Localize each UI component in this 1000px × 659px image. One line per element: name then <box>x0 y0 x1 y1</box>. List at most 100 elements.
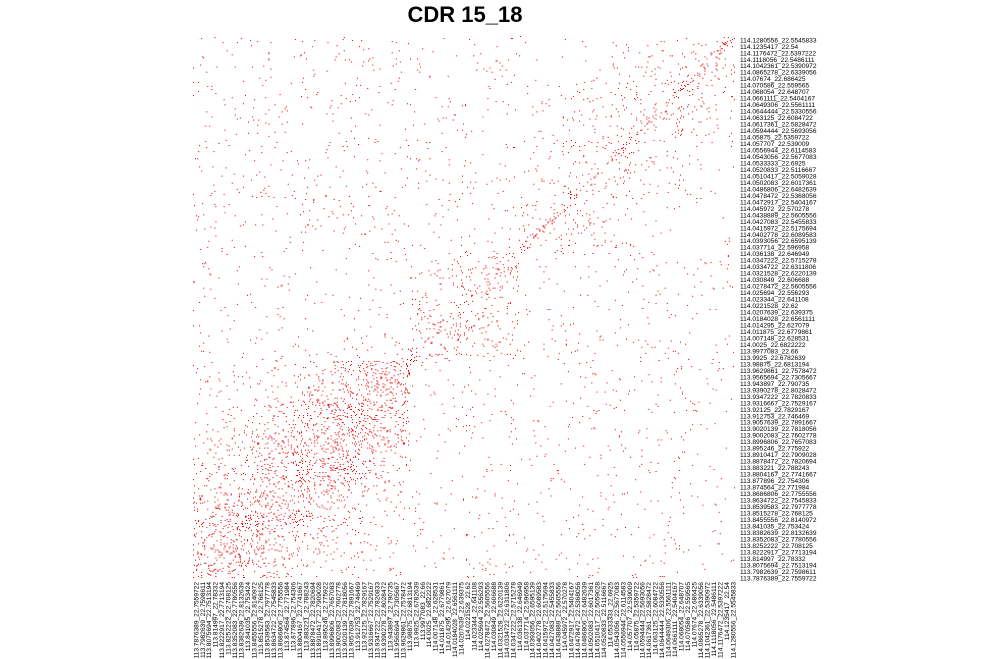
heatmap-cell <box>279 518 281 520</box>
heatmap-cell <box>567 187 569 189</box>
heatmap-cell <box>332 518 334 520</box>
heatmap-cell <box>268 480 270 482</box>
heatmap-cell <box>245 459 247 461</box>
heatmap-cell <box>612 195 614 197</box>
heatmap-cell <box>310 459 312 461</box>
heatmap-cell <box>522 215 524 217</box>
heatmap-cell <box>655 294 657 296</box>
heatmap-cell <box>712 287 714 289</box>
heatmap-cell <box>347 465 349 467</box>
heatmap-cell <box>337 490 339 492</box>
heatmap-cell <box>336 442 338 444</box>
row-tick-label: 113.895246_22.775922 <box>740 446 810 453</box>
heatmap-cell <box>215 526 217 528</box>
heatmap-cell <box>307 186 309 188</box>
heatmap-cell <box>292 405 294 407</box>
heatmap-cell <box>453 114 455 116</box>
heatmap-cell <box>313 538 315 540</box>
heatmap-cell <box>273 561 275 563</box>
heatmap-cell <box>307 564 309 566</box>
heatmap-cell <box>265 443 267 445</box>
heatmap-cell <box>261 146 263 148</box>
heatmap-cell <box>586 362 588 364</box>
heatmap-cell <box>386 380 388 382</box>
heatmap-cell <box>625 269 628 271</box>
heatmap-cell <box>251 530 253 532</box>
heatmap-cell <box>487 393 489 395</box>
heatmap-cell <box>269 479 271 481</box>
heatmap-cell <box>218 554 220 556</box>
heatmap-cell <box>711 141 713 143</box>
heatmap-cell <box>461 129 463 131</box>
heatmap-cell <box>447 428 449 430</box>
heatmap-cell <box>320 515 322 517</box>
heatmap-cell <box>523 245 525 247</box>
heatmap-cell <box>622 150 624 152</box>
heatmap-cell <box>294 460 296 462</box>
heatmap-cell <box>281 488 283 490</box>
heatmap-cell <box>443 346 445 348</box>
heatmap-cell <box>268 123 270 125</box>
heatmap-cell <box>657 462 659 464</box>
heatmap-cell <box>293 375 295 377</box>
heatmap-cell <box>686 66 688 68</box>
heatmap-cell <box>647 45 649 47</box>
heatmap-cell <box>437 354 439 356</box>
heatmap-cell <box>296 445 298 447</box>
heatmap-cell <box>414 522 416 524</box>
heatmap-cell <box>293 527 295 529</box>
heatmap-cell <box>587 345 589 347</box>
heatmap-cell <box>509 228 511 230</box>
heatmap-cell <box>533 152 535 154</box>
heatmap-cell <box>481 291 483 293</box>
heatmap-cell <box>669 71 671 73</box>
heatmap-cell <box>283 465 285 467</box>
heatmap-cell <box>461 192 463 194</box>
heatmap-cell <box>385 394 387 396</box>
heatmap-cell <box>461 105 463 107</box>
heatmap-cell <box>380 389 382 391</box>
heatmap-cell <box>208 268 210 270</box>
heatmap-cell <box>344 384 346 386</box>
heatmap-cell <box>384 482 386 484</box>
heatmap-cell <box>576 176 578 178</box>
heatmap-cell <box>692 464 694 466</box>
row-tick-label: 114.1280556_22.5545833 <box>740 37 817 44</box>
heatmap-cell <box>366 504 368 506</box>
heatmap-cell <box>308 488 310 490</box>
heatmap-cell <box>656 44 658 46</box>
heatmap-cell <box>499 328 501 330</box>
heatmap-cell <box>489 359 491 361</box>
heatmap-cell <box>297 490 299 492</box>
heatmap-cell <box>342 483 344 485</box>
heatmap-cell <box>215 221 217 223</box>
heatmap-cell <box>539 287 541 289</box>
heatmap-cell <box>497 325 499 327</box>
heatmap-cell <box>198 543 200 545</box>
heatmap-cell <box>366 375 368 377</box>
heatmap-cell <box>665 118 667 120</box>
heatmap-cell <box>280 507 282 509</box>
heatmap-cell <box>565 140 567 142</box>
heatmap-cell <box>407 370 409 372</box>
heatmap-cell <box>380 475 382 477</box>
heatmap-cell <box>222 410 224 412</box>
heatmap-cell <box>629 75 631 77</box>
heatmap-cell <box>352 437 354 439</box>
heatmap-cell <box>320 459 322 461</box>
heatmap-cell <box>637 97 639 99</box>
heatmap-cell <box>386 379 388 381</box>
heatmap-cell <box>214 488 216 490</box>
heatmap-cell <box>730 560 732 562</box>
heatmap-cell <box>726 243 728 245</box>
heatmap-cell <box>714 530 716 532</box>
heatmap-cell <box>696 109 698 111</box>
heatmap-cell <box>213 546 215 548</box>
heatmap-cell <box>455 325 457 327</box>
heatmap-cell <box>430 316 432 318</box>
heatmap-cell <box>226 50 228 52</box>
heatmap-cell <box>583 155 585 157</box>
heatmap-cell <box>250 514 252 516</box>
heatmap-cell <box>388 480 390 482</box>
heatmap-cell <box>416 158 418 160</box>
